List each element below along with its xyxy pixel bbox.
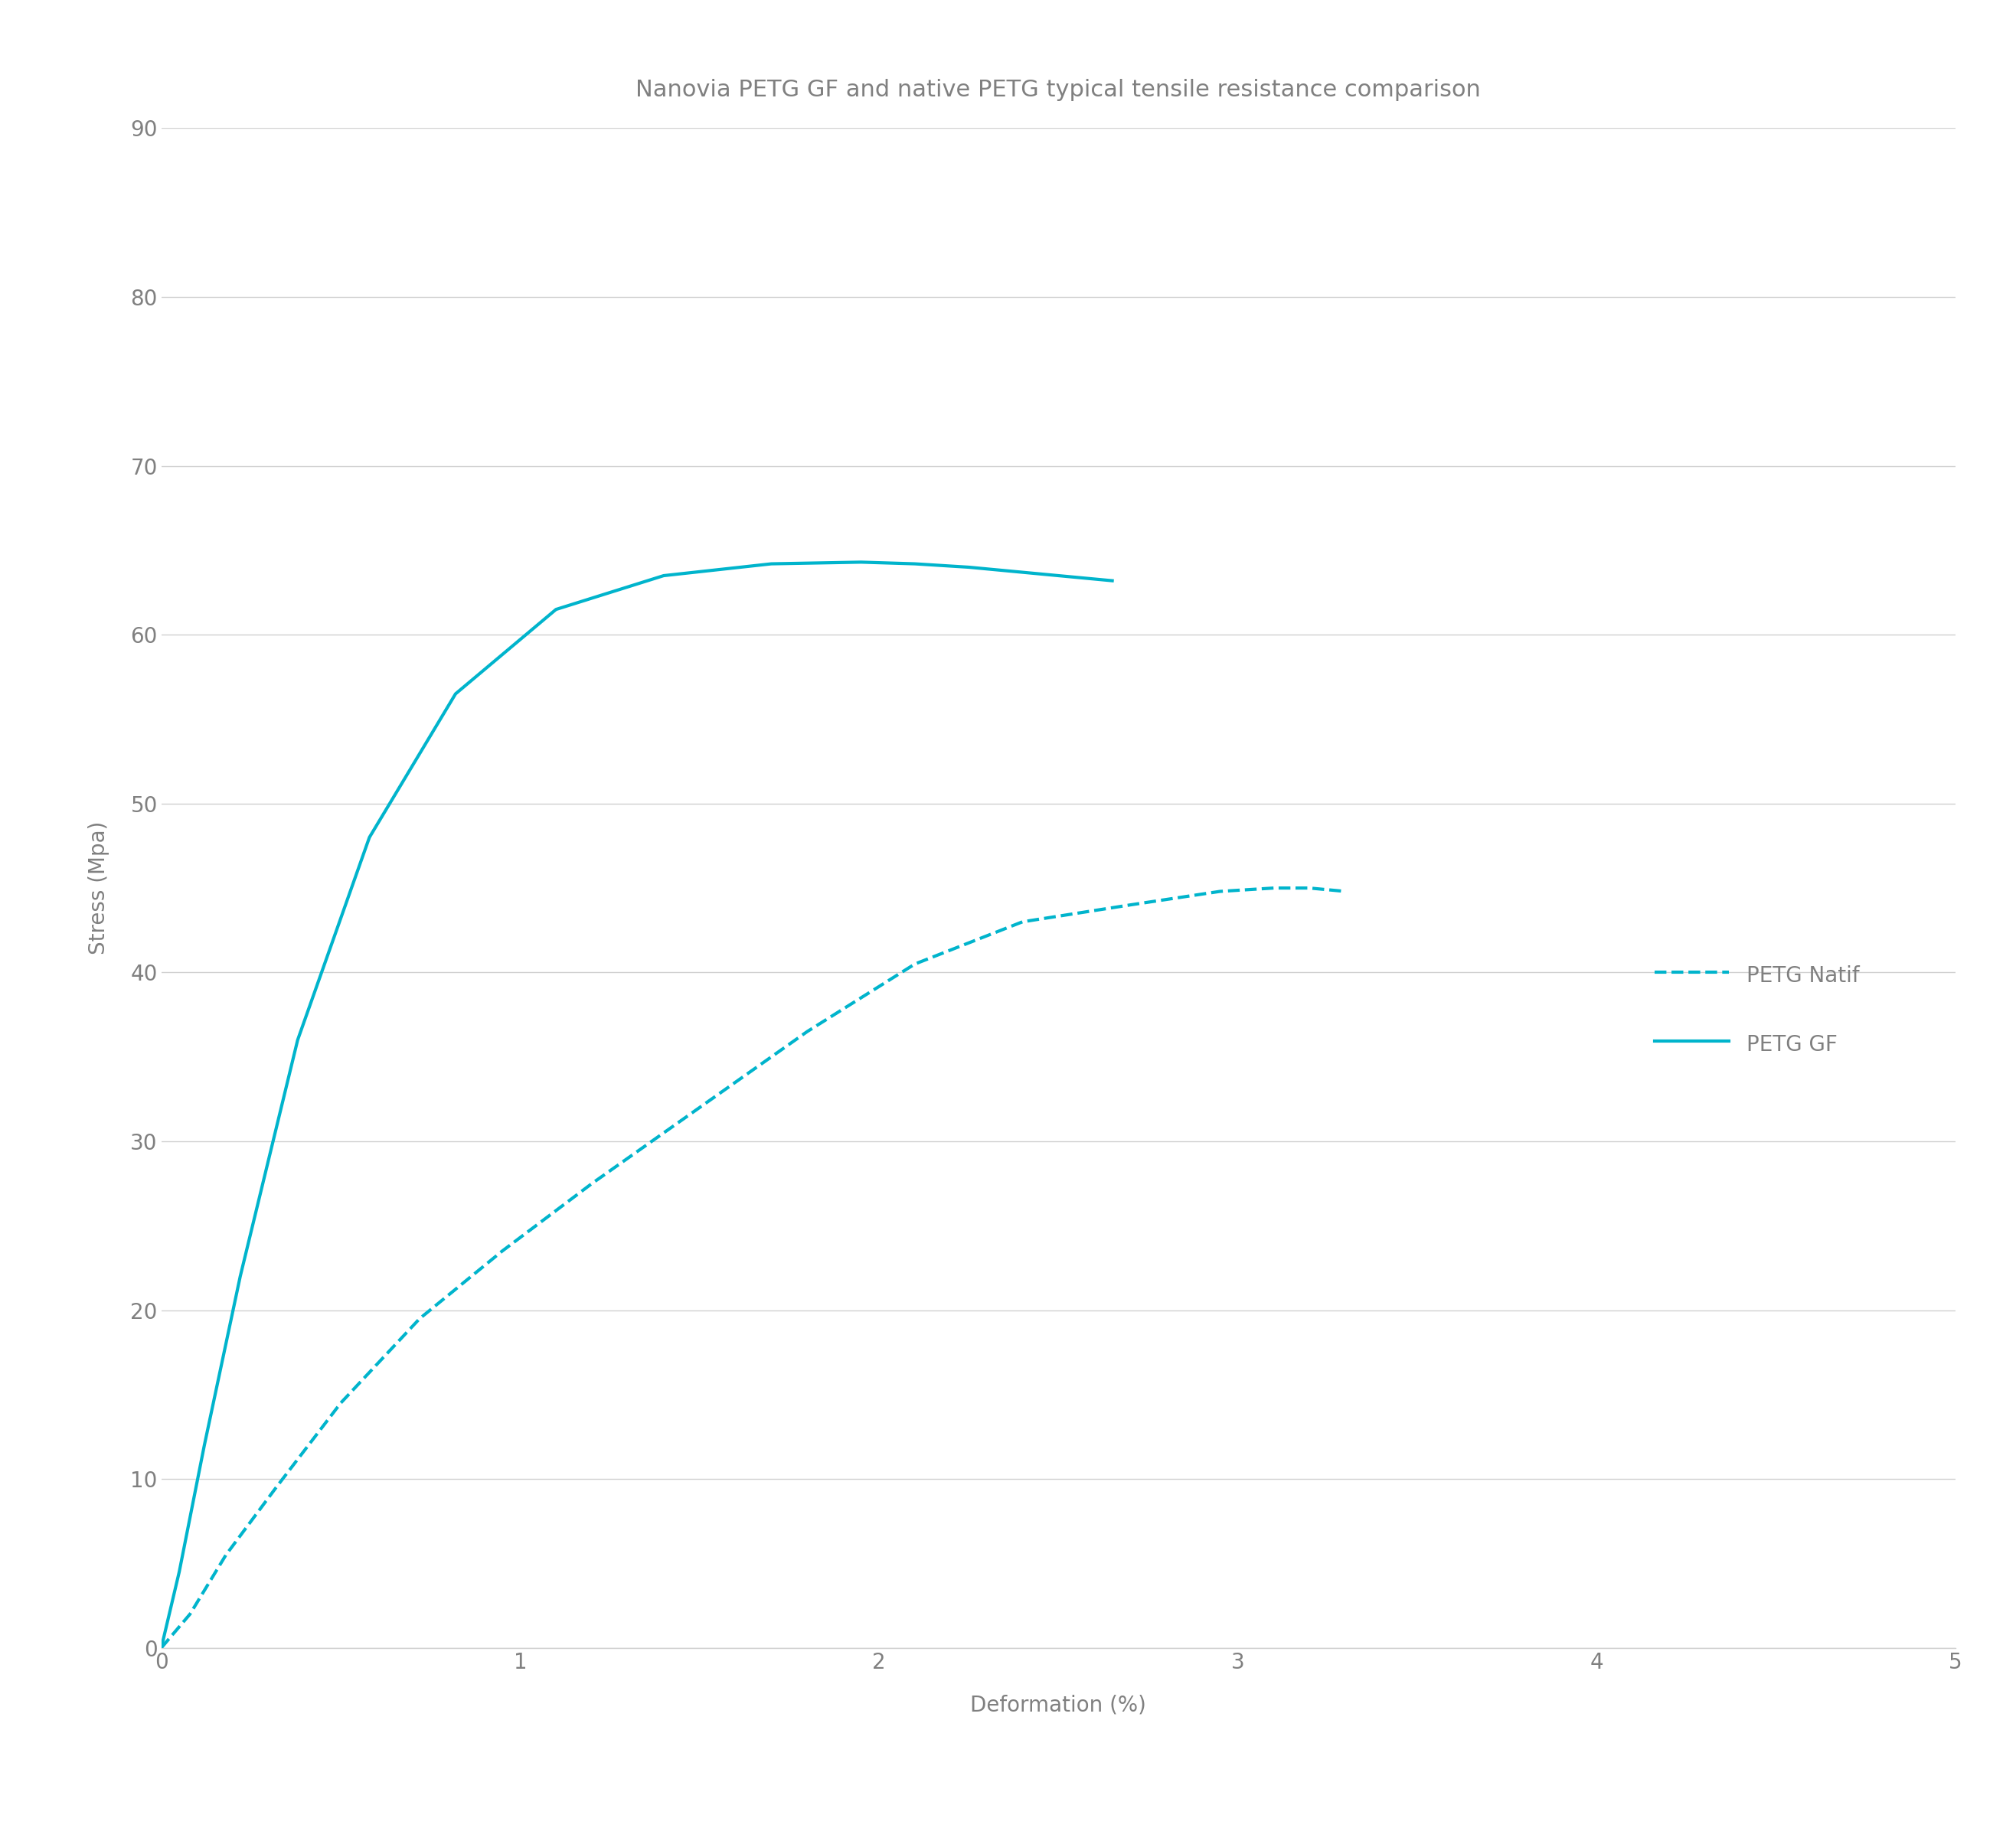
Title: Nanovia PETG GF and native PETG typical tensile resistance comparison: Nanovia PETG GF and native PETG typical … xyxy=(635,79,1482,101)
PETG GF xyxy=(903,553,927,575)
PETG Natif xyxy=(490,1240,514,1262)
PETG GF xyxy=(192,1434,216,1456)
PETG Natif xyxy=(1010,910,1034,932)
X-axis label: Deformation (%): Deformation (%) xyxy=(970,1694,1147,1716)
PETG GF xyxy=(1046,564,1070,586)
PETG Natif xyxy=(581,1172,605,1194)
PETG GF xyxy=(444,683,468,705)
PETG GF xyxy=(1101,569,1125,591)
PETG Natif xyxy=(407,1307,431,1329)
PETG Natif xyxy=(1119,894,1143,916)
PETG GF xyxy=(544,599,569,621)
PETG Natif xyxy=(687,1097,712,1119)
PETG Natif xyxy=(903,954,927,976)
PETG Natif xyxy=(214,1544,238,1566)
PETG GF xyxy=(651,564,675,586)
PETG GF xyxy=(357,826,381,848)
PETG GF xyxy=(992,560,1016,582)
PETG GF xyxy=(149,1637,173,1659)
PETG Natif xyxy=(1298,877,1322,899)
PETG Natif xyxy=(149,1637,173,1659)
PETG GF xyxy=(956,557,980,579)
PETG Natif xyxy=(1208,881,1232,903)
PETG Natif xyxy=(1262,877,1286,899)
PETG Natif xyxy=(177,1604,202,1626)
Line: PETG Natif: PETG Natif xyxy=(161,888,1345,1648)
PETG GF xyxy=(167,1560,192,1582)
PETG GF xyxy=(286,1029,310,1051)
PETG Natif xyxy=(794,1020,818,1042)
PETG Natif xyxy=(329,1392,353,1414)
PETG Natif xyxy=(1333,881,1357,903)
PETG GF xyxy=(760,553,784,575)
PETG GF xyxy=(849,551,873,573)
Y-axis label: Stress (Mpa): Stress (Mpa) xyxy=(87,822,109,954)
Legend: PETG Natif, PETG GF: PETG Natif, PETG GF xyxy=(1623,930,1891,1089)
Line: PETG GF: PETG GF xyxy=(161,562,1113,1648)
PETG GF xyxy=(228,1265,252,1287)
PETG Natif xyxy=(264,1476,288,1498)
